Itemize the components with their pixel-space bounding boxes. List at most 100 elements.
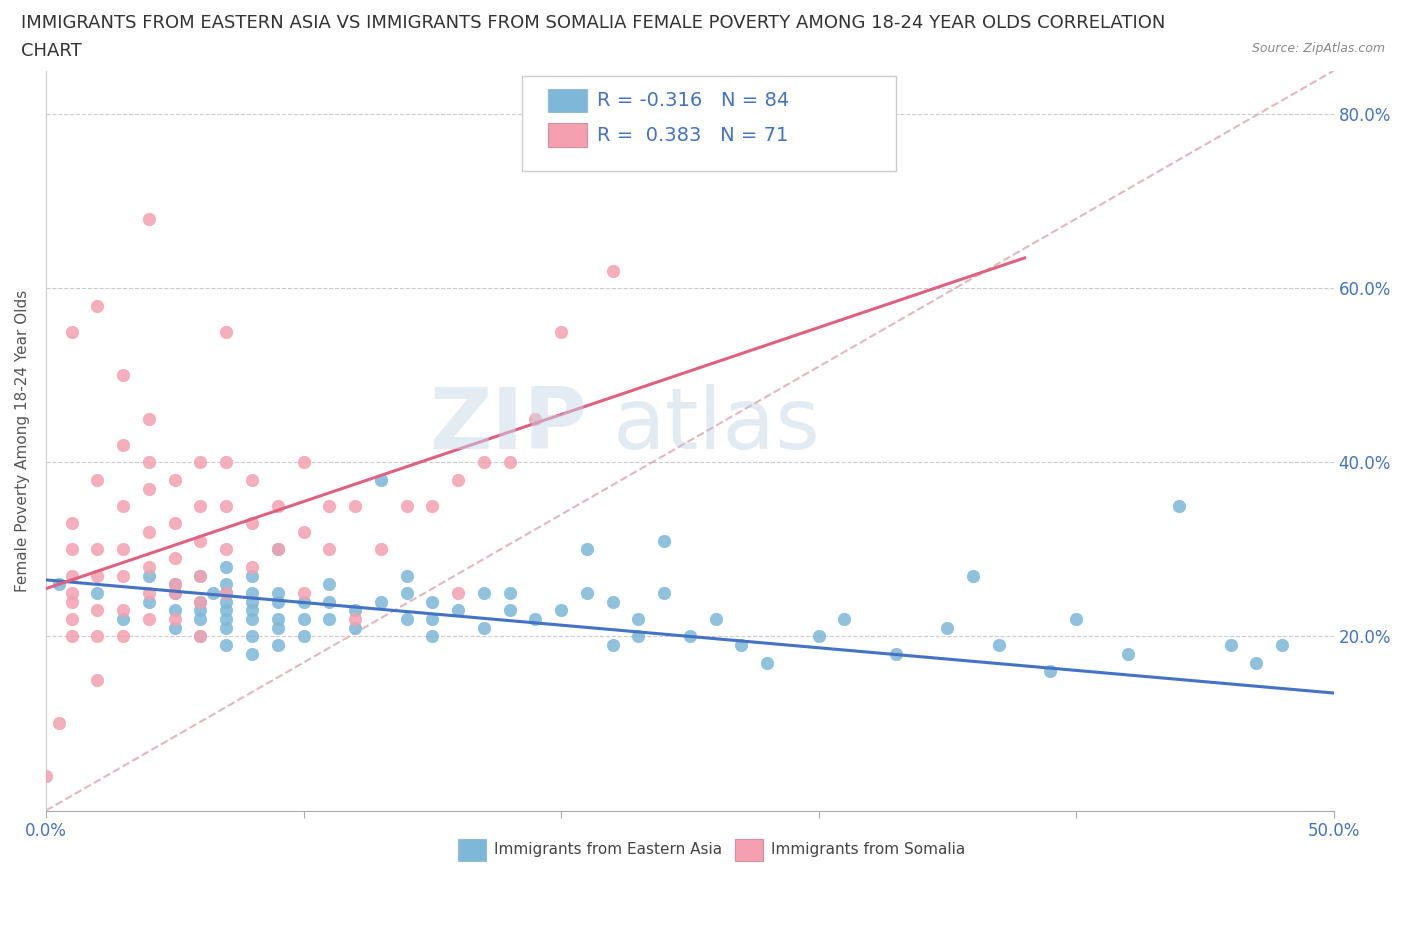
Text: R = -0.316   N = 84: R = -0.316 N = 84 xyxy=(598,91,789,110)
Point xyxy=(240,568,263,583)
Point xyxy=(163,586,186,601)
Point xyxy=(420,612,443,627)
Point xyxy=(498,603,520,618)
Point xyxy=(550,603,572,618)
Point xyxy=(395,586,418,601)
Point xyxy=(215,577,238,591)
Point xyxy=(163,603,186,618)
Point xyxy=(215,603,238,618)
Point xyxy=(679,629,702,644)
Point xyxy=(190,455,212,470)
Point xyxy=(215,620,238,635)
Point xyxy=(395,612,418,627)
Point xyxy=(962,568,984,583)
Point xyxy=(447,603,470,618)
Point xyxy=(704,612,727,627)
Point xyxy=(575,542,598,557)
Point xyxy=(602,638,624,653)
Point xyxy=(292,629,315,644)
Point xyxy=(318,594,340,609)
Point xyxy=(112,542,135,557)
Point xyxy=(86,472,108,487)
FancyBboxPatch shape xyxy=(548,88,586,113)
Point xyxy=(343,498,366,513)
Point xyxy=(138,211,160,226)
Point xyxy=(138,525,160,539)
Text: IMMIGRANTS FROM EASTERN ASIA VS IMMIGRANTS FROM SOMALIA FEMALE POVERTY AMONG 18-: IMMIGRANTS FROM EASTERN ASIA VS IMMIGRAN… xyxy=(21,14,1166,32)
Point xyxy=(1064,612,1087,627)
Point xyxy=(1116,646,1139,661)
Point xyxy=(138,586,160,601)
Point xyxy=(60,586,83,601)
Point xyxy=(267,638,290,653)
Point xyxy=(292,594,315,609)
Point xyxy=(318,498,340,513)
Point xyxy=(240,594,263,609)
Point xyxy=(602,263,624,278)
Point xyxy=(318,612,340,627)
Point xyxy=(240,646,263,661)
FancyBboxPatch shape xyxy=(548,124,586,147)
Point xyxy=(627,612,650,627)
Point xyxy=(240,629,263,644)
Point xyxy=(447,472,470,487)
Point xyxy=(202,586,225,601)
Point xyxy=(138,481,160,496)
Point xyxy=(60,542,83,557)
Point xyxy=(215,325,238,339)
Point xyxy=(190,629,212,644)
Point xyxy=(240,603,263,618)
Point xyxy=(215,542,238,557)
Point xyxy=(163,516,186,531)
Point xyxy=(35,768,58,783)
Point xyxy=(190,594,212,609)
Text: R =  0.383   N = 71: R = 0.383 N = 71 xyxy=(598,126,789,145)
Point xyxy=(447,586,470,601)
Point xyxy=(627,629,650,644)
Point xyxy=(60,568,83,583)
Point xyxy=(215,586,238,601)
Point xyxy=(86,672,108,687)
Point xyxy=(1039,664,1062,679)
Point xyxy=(936,620,959,635)
Point xyxy=(112,612,135,627)
Point xyxy=(240,516,263,531)
Point xyxy=(395,568,418,583)
Point xyxy=(267,594,290,609)
Point xyxy=(1246,655,1268,670)
Point xyxy=(215,612,238,627)
Point xyxy=(86,586,108,601)
Point xyxy=(292,525,315,539)
Point xyxy=(756,655,779,670)
Point xyxy=(292,612,315,627)
Point xyxy=(267,620,290,635)
Point xyxy=(48,577,70,591)
Point xyxy=(163,612,186,627)
Point xyxy=(138,612,160,627)
Point xyxy=(215,638,238,653)
Point xyxy=(138,560,160,575)
Text: atlas: atlas xyxy=(613,384,821,468)
Point xyxy=(472,455,495,470)
Point xyxy=(652,533,675,548)
Point xyxy=(240,560,263,575)
Point xyxy=(215,498,238,513)
Point xyxy=(267,542,290,557)
Y-axis label: Female Poverty Among 18-24 Year Olds: Female Poverty Among 18-24 Year Olds xyxy=(15,289,30,591)
Point xyxy=(190,568,212,583)
Point xyxy=(420,594,443,609)
Point xyxy=(343,620,366,635)
Point xyxy=(1168,498,1191,513)
Point xyxy=(807,629,830,644)
Point xyxy=(884,646,907,661)
Point xyxy=(343,603,366,618)
Point xyxy=(215,560,238,575)
Point xyxy=(190,594,212,609)
Point xyxy=(138,568,160,583)
Point xyxy=(86,629,108,644)
Point xyxy=(498,586,520,601)
Text: Source: ZipAtlas.com: Source: ZipAtlas.com xyxy=(1251,42,1385,55)
Point xyxy=(524,612,547,627)
Point xyxy=(60,612,83,627)
Point xyxy=(240,612,263,627)
